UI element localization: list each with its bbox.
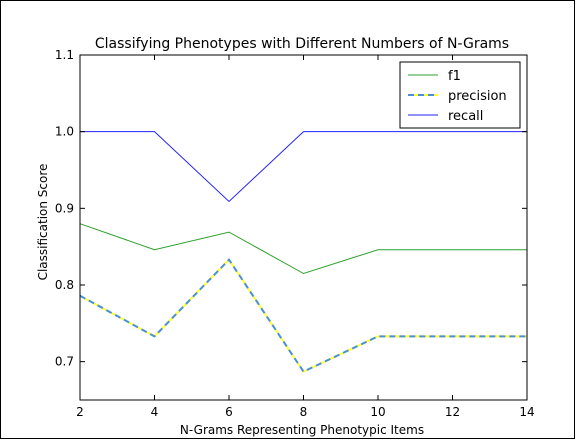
x-tick-label: 4 (151, 405, 159, 419)
y-axis-label: Classification Score (36, 164, 50, 281)
x-axis-label: N-Grams Representing Phenotypic Items (180, 423, 424, 437)
x-tick-label: 12 (445, 405, 460, 419)
y-tick-label: 0.8 (55, 278, 74, 292)
x-tick-label: 6 (225, 405, 233, 419)
chart-title: Classifying Phenotypes with Different Nu… (95, 36, 509, 52)
y-tick-label: 0.9 (55, 201, 74, 215)
legend-label-f1: f1 (448, 69, 461, 84)
legend-label-recall: recall (448, 109, 483, 124)
series-line-precision-underlay (79, 258, 527, 373)
series-line-recall (80, 131, 527, 203)
y-tick-label: 1.0 (55, 125, 74, 139)
series-line-precision (79, 258, 527, 373)
legend: f1 precision recall (399, 61, 521, 129)
x-tick-label: 2 (76, 405, 84, 419)
x-tick-label: 10 (370, 405, 385, 419)
y-axis: 0.7 0.8 0.9 1.0 1.1 (55, 48, 527, 369)
y-tick-label: 1.1 (55, 48, 74, 62)
x-tick-label: 14 (519, 405, 534, 419)
x-axis: 2 4 6 8 10 12 14 (76, 55, 535, 419)
x-tick-label: 8 (300, 405, 308, 419)
plot-area (79, 131, 527, 373)
legend-label-precision: precision (448, 89, 507, 104)
series-line-f1 (79, 223, 527, 275)
y-tick-label: 0.7 (55, 355, 74, 369)
